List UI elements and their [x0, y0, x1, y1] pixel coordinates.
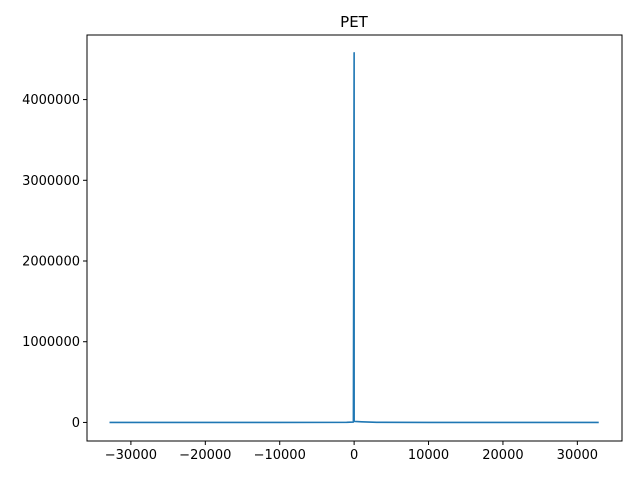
x-tick-label: −20000	[179, 448, 231, 463]
plot-area-frame	[86, 34, 623, 442]
x-tick-label: 30000	[557, 448, 598, 463]
axes: −30000 −20000 −10000 0 10000 20000 30000 0 10000…	[22, 93, 598, 463]
y-tick-label: 2000000	[22, 255, 80, 270]
x-tick-label: −10000	[254, 448, 306, 463]
chart-title: PET	[340, 13, 369, 31]
x-tick-label: 0	[350, 448, 358, 463]
series-line	[109, 51, 599, 424]
series-layer	[109, 51, 599, 424]
y-tick-label: 3000000	[22, 174, 80, 189]
y-tick-label: 1000000	[22, 335, 80, 350]
y-tick-label: 0	[72, 416, 80, 431]
x-tick-label: 10000	[408, 448, 449, 463]
x-tick-label: −30000	[105, 448, 157, 463]
y-tick-label: 4000000	[22, 93, 80, 108]
x-tick-label: 20000	[482, 448, 523, 463]
